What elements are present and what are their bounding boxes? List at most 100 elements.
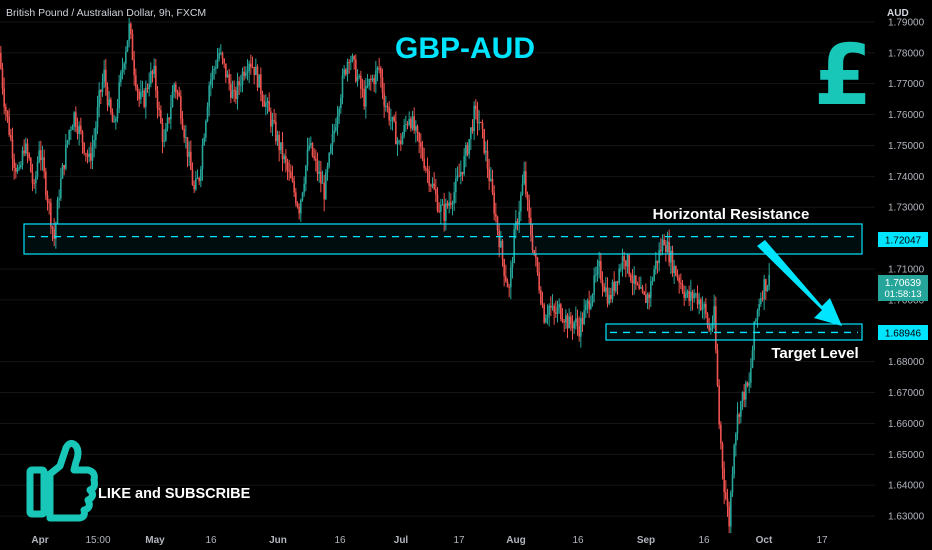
candle-body <box>416 126 419 133</box>
candle-body <box>430 185 432 187</box>
y-tick-label: 1.67000 <box>888 388 925 399</box>
candle-body <box>556 307 559 314</box>
candle-body <box>58 198 60 200</box>
candle-body <box>590 303 592 309</box>
candle-body <box>748 382 750 386</box>
candle-body <box>740 401 742 417</box>
candle-body <box>98 90 100 108</box>
candle-body <box>303 183 305 193</box>
candle-body <box>318 171 320 174</box>
candle-body <box>478 122 480 124</box>
candle-body <box>338 108 340 117</box>
candle-body <box>376 67 379 71</box>
candle-body <box>680 282 682 284</box>
candle-body <box>366 85 369 87</box>
candle-body <box>656 260 659 264</box>
candle-body <box>105 69 107 87</box>
candle-body <box>48 202 50 204</box>
candle-body <box>351 56 354 61</box>
candle-body <box>511 262 514 268</box>
candle-body <box>168 117 170 120</box>
candle-body <box>210 79 212 86</box>
candle-body <box>203 137 205 145</box>
candle-body <box>670 250 672 263</box>
candle-body <box>703 303 705 308</box>
candle-body <box>653 269 655 281</box>
candle-body <box>591 294 594 304</box>
candle-body <box>696 293 699 305</box>
candle-body <box>18 167 20 169</box>
resistance-price-tag: 1.72047 <box>878 232 928 247</box>
candle-body <box>616 281 619 283</box>
candle-body <box>753 321 755 351</box>
candle-body <box>195 178 197 190</box>
candle-body <box>736 414 739 434</box>
svg-text:1.70639: 1.70639 <box>885 278 922 289</box>
candle-body <box>171 91 174 108</box>
candle-body <box>576 318 579 326</box>
candle-body <box>561 319 564 322</box>
candle-body <box>641 287 644 292</box>
candle-body <box>240 84 242 86</box>
candle-body <box>16 168 19 172</box>
candle-body <box>611 281 614 300</box>
candle-body <box>196 178 199 180</box>
candle-body <box>6 111 9 117</box>
candle-body <box>446 203 449 206</box>
candle-body <box>341 75 344 98</box>
candle-body <box>206 106 209 122</box>
candle-body <box>73 112 75 127</box>
candle-body <box>608 294 610 304</box>
candle-body <box>236 81 239 99</box>
candle-body <box>655 260 657 270</box>
candle-body <box>495 213 497 217</box>
candle-body <box>605 287 607 292</box>
candle-body <box>135 75 137 88</box>
candle-body <box>475 105 477 110</box>
candle-body <box>386 106 389 108</box>
candle-body <box>440 204 442 212</box>
x-tick-label: Apr <box>31 535 48 546</box>
candle-body <box>758 304 760 311</box>
candle-body <box>681 283 684 292</box>
candle-body <box>113 121 115 123</box>
candle-body <box>371 78 374 81</box>
candle-body <box>138 91 140 100</box>
candle-body <box>468 139 470 155</box>
candle-body <box>491 178 494 193</box>
current-price-tag: 1.70639 01:58:13 <box>878 275 928 301</box>
candle-body <box>271 120 274 127</box>
candle-body <box>36 161 39 177</box>
candle-body <box>595 274 597 276</box>
candle-body <box>223 58 225 64</box>
candle-body <box>88 153 90 157</box>
candle-body <box>563 321 565 323</box>
symbol-line: British Pound / Australian Dollar, 9h, F… <box>6 7 206 19</box>
candle-body <box>296 203 299 207</box>
candle-body <box>733 445 735 475</box>
resistance-label: Horizontal Resistance <box>653 206 810 223</box>
candle-body <box>198 178 200 182</box>
candle-body <box>635 275 637 284</box>
candle-body <box>406 124 409 126</box>
candle-body <box>208 85 210 107</box>
candle-body <box>463 155 465 174</box>
candle-body <box>643 291 645 295</box>
candle-body <box>183 128 185 138</box>
candle-body <box>401 135 404 145</box>
candle-body <box>428 170 430 186</box>
candle-body <box>518 211 520 225</box>
candle-body <box>56 199 59 224</box>
candle-body <box>216 58 219 68</box>
svg-text:£: £ <box>814 26 872 124</box>
candle-body <box>40 150 42 161</box>
candle-body <box>568 316 570 329</box>
candle-body <box>313 156 315 159</box>
y-tick-label: 1.76000 <box>888 110 925 121</box>
candle-body <box>110 99 112 113</box>
y-tick-label: 1.73000 <box>888 203 925 214</box>
candle-body <box>360 75 362 89</box>
candle-body <box>558 304 560 308</box>
candle-body <box>515 221 517 230</box>
